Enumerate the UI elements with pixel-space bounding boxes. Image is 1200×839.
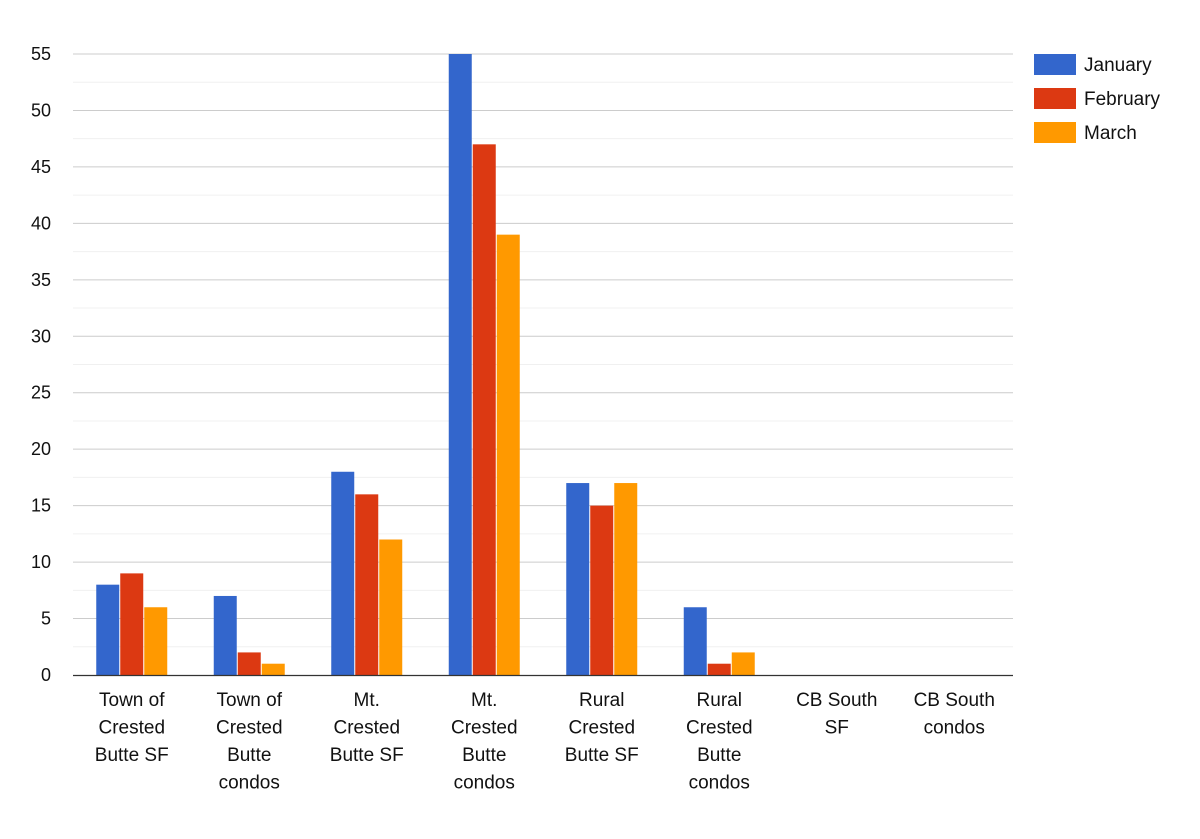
x-tick-label-line: Town of bbox=[99, 690, 165, 711]
bar bbox=[213, 595, 237, 675]
bar bbox=[96, 584, 120, 675]
x-tick-label-line: Rural bbox=[579, 690, 624, 711]
bar bbox=[261, 663, 285, 675]
bar bbox=[144, 607, 168, 675]
legend-item: February bbox=[1034, 88, 1161, 110]
bar bbox=[683, 607, 707, 675]
y-tick-label: 15 bbox=[31, 496, 51, 516]
x-tick-label-line: Crested bbox=[98, 718, 165, 739]
x-tick-label-line: Crested bbox=[216, 718, 283, 739]
bar bbox=[379, 539, 403, 675]
y-tick-label: 5 bbox=[41, 609, 51, 629]
legend-item: March bbox=[1034, 122, 1137, 144]
legend-swatch bbox=[1034, 54, 1076, 75]
y-tick-label: 40 bbox=[31, 213, 51, 233]
y-tick-label: 20 bbox=[31, 439, 51, 459]
legend: January February March bbox=[1034, 54, 1161, 144]
x-tick-label-line: Mt. bbox=[354, 690, 380, 711]
x-tick-label: Mt. Crested Butte condos bbox=[451, 690, 518, 794]
bar bbox=[496, 234, 520, 675]
bar bbox=[566, 483, 590, 675]
y-tick-label: 55 bbox=[31, 44, 51, 64]
bar bbox=[590, 505, 614, 675]
bar bbox=[731, 652, 755, 675]
y-tick-label: 25 bbox=[31, 383, 51, 403]
y-tick-label: 0 bbox=[41, 665, 51, 685]
x-tick-label-line: condos bbox=[689, 773, 750, 794]
y-tick-label: 50 bbox=[31, 100, 51, 120]
x-tick-label: CB South SF bbox=[796, 690, 877, 739]
x-tick-label-line: Crested bbox=[568, 718, 635, 739]
bar bbox=[614, 483, 638, 675]
x-tick-label-line: condos bbox=[454, 773, 515, 794]
x-tick-label-line: Crested bbox=[451, 718, 518, 739]
x-tick-label-line: Crested bbox=[333, 718, 400, 739]
y-tick-label: 30 bbox=[31, 326, 51, 346]
bar bbox=[707, 663, 731, 675]
bar bbox=[120, 573, 144, 675]
x-tick-label: Mt. Crested Butte SF bbox=[330, 690, 404, 766]
x-tick-label-line: condos bbox=[924, 718, 985, 739]
bars bbox=[96, 54, 755, 675]
x-tick-label-line: Town of bbox=[217, 690, 283, 711]
x-tick-label-line: Mt. bbox=[471, 690, 497, 711]
bar bbox=[237, 652, 261, 675]
x-tick-label-line: Butte SF bbox=[565, 745, 639, 766]
y-tick-label: 10 bbox=[31, 552, 51, 572]
x-tick-label-line: Butte bbox=[227, 745, 271, 766]
x-tick-label: Town of Crested Butte condos bbox=[216, 690, 283, 794]
bar bbox=[448, 54, 472, 675]
legend-label: January bbox=[1084, 55, 1152, 76]
x-tick-label: CB South condos bbox=[914, 690, 995, 739]
x-tick-label-line: Butte bbox=[462, 745, 506, 766]
x-tick-label-line: Butte SF bbox=[330, 745, 404, 766]
x-tick-label-line: CB South bbox=[796, 690, 877, 711]
x-tick-label-line: CB South bbox=[914, 690, 995, 711]
legend-swatch bbox=[1034, 88, 1076, 109]
x-tick-label: Rural Crested Butte condos bbox=[686, 690, 753, 794]
y-tick-label: 35 bbox=[31, 270, 51, 290]
legend-label: March bbox=[1084, 123, 1137, 144]
x-tick-label-line: Crested bbox=[686, 718, 753, 739]
x-tick-label: Rural Crested Butte SF bbox=[565, 690, 639, 766]
legend-item: January bbox=[1034, 54, 1152, 76]
x-tick-label: Town of Crested Butte SF bbox=[95, 690, 169, 766]
legend-swatch bbox=[1034, 122, 1076, 143]
bar bbox=[355, 494, 379, 675]
x-tick-label-line: Butte SF bbox=[95, 745, 169, 766]
y-tick-label: 45 bbox=[31, 157, 51, 177]
grid-lines bbox=[73, 53, 1013, 648]
x-tick-label-line: SF bbox=[825, 718, 849, 739]
x-tick-label-line: Butte bbox=[697, 745, 741, 766]
x-tick-label-line: condos bbox=[219, 773, 280, 794]
bar bbox=[472, 144, 496, 675]
x-tick-label-line: Rural bbox=[697, 690, 742, 711]
legend-label: February bbox=[1084, 89, 1161, 110]
axes: 0 5 10 15 20 25 30 35 40 45 50 55 Town of Crested Butt… bbox=[31, 44, 1013, 794]
bar bbox=[331, 471, 355, 675]
